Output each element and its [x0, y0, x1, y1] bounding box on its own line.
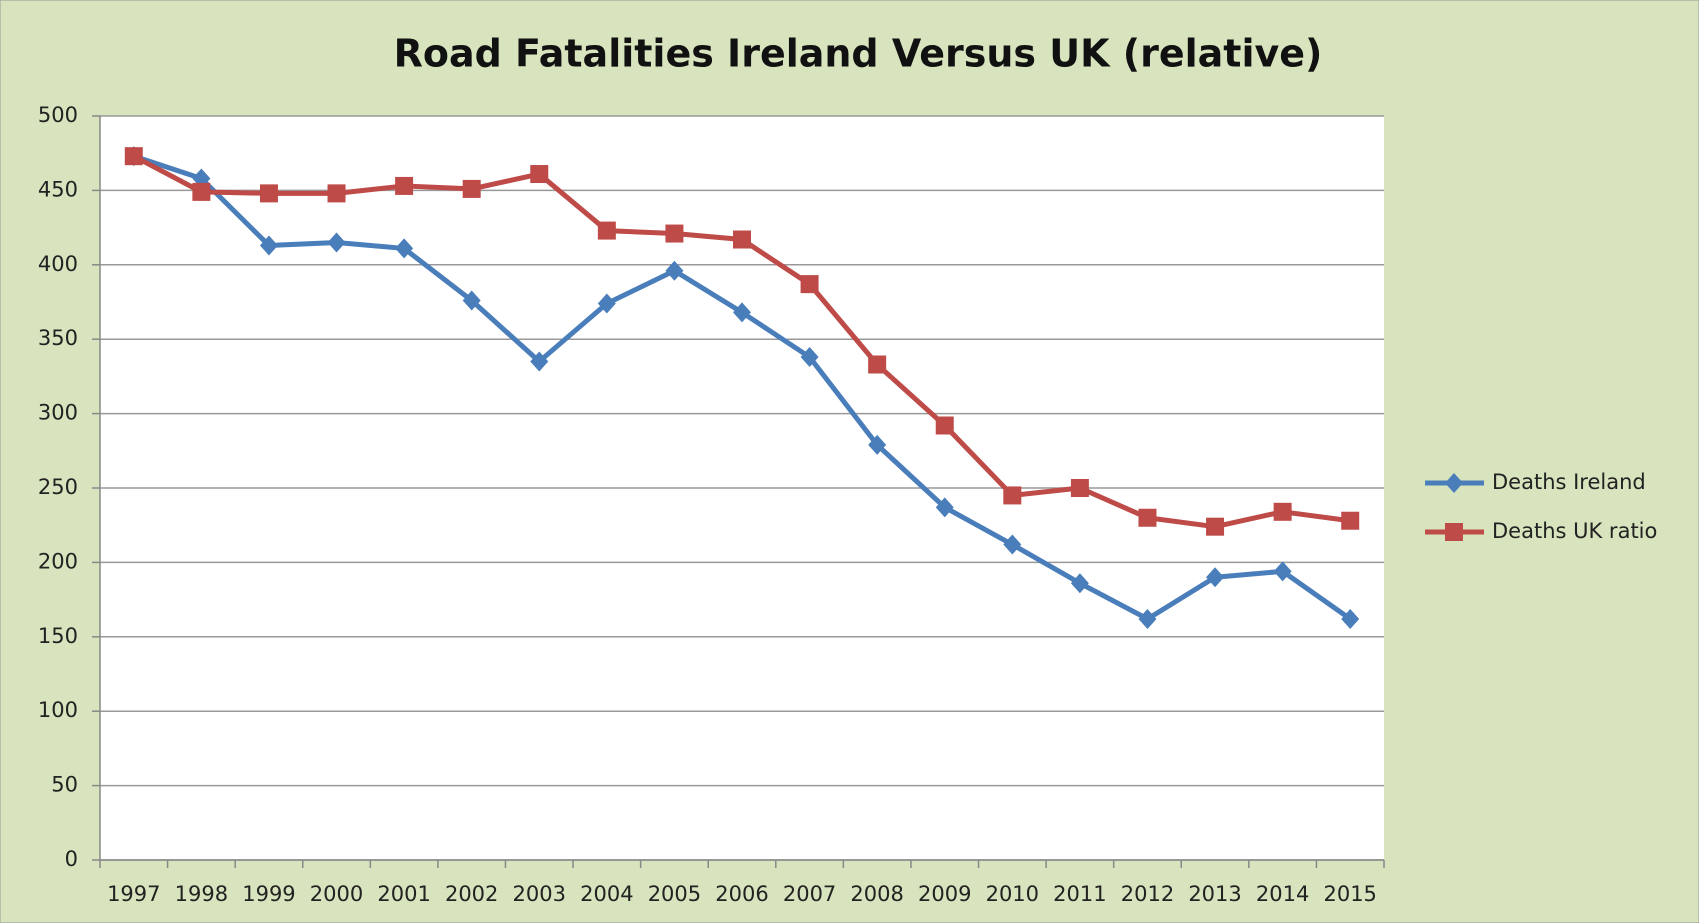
- data-point: [800, 275, 819, 294]
- legend-label: Deaths Ireland: [1492, 470, 1646, 494]
- data-point: [462, 179, 481, 198]
- data-point: [868, 434, 887, 455]
- x-tick-label: 1997: [107, 882, 160, 906]
- data-point: [1003, 534, 1022, 555]
- x-tick-label: 2012: [1121, 882, 1174, 906]
- data-point: [259, 235, 278, 256]
- data-point: [327, 232, 346, 253]
- x-tick-label: 2004: [580, 882, 633, 906]
- x-tick-label: 2008: [850, 882, 903, 906]
- x-tick-label: 2010: [986, 882, 1039, 906]
- y-tick-label: 150: [38, 624, 78, 648]
- data-point: [800, 347, 819, 368]
- y-tick-label: 250: [38, 475, 78, 499]
- data-point: [1070, 573, 1089, 594]
- y-tick-label: 500: [38, 103, 78, 127]
- x-tick-label: 2011: [1053, 882, 1106, 906]
- x-tick-label: 2007: [783, 882, 836, 906]
- data-point: [1273, 502, 1292, 521]
- chart-title: Road Fatalities Ireland Versus UK (relat…: [394, 32, 1323, 76]
- x-tick-label: 2006: [715, 882, 768, 906]
- data-point: [1003, 486, 1022, 505]
- legend-marker: [1445, 523, 1463, 541]
- data-point: [259, 184, 278, 203]
- x-tick-label: 2015: [1323, 882, 1376, 906]
- data-point: [462, 290, 481, 311]
- data-point: [597, 221, 616, 240]
- data-point: [395, 238, 414, 259]
- x-tick-label: 2013: [1188, 882, 1241, 906]
- x-tick-label: 2002: [445, 882, 498, 906]
- data-point: [935, 497, 954, 518]
- data-point: [1138, 508, 1157, 527]
- x-tick-label: 2000: [310, 882, 363, 906]
- x-tick-label: 2009: [918, 882, 971, 906]
- data-point: [1138, 608, 1157, 629]
- data-point: [733, 230, 751, 249]
- data-point: [1273, 561, 1292, 582]
- data-point: [1070, 479, 1089, 497]
- data-point: [733, 302, 751, 323]
- x-tick-label: 1999: [242, 882, 295, 906]
- data-point: [665, 260, 684, 281]
- y-tick-label: 400: [38, 252, 78, 276]
- y-tick-label: 350: [38, 326, 78, 350]
- data-point: [665, 224, 684, 243]
- data-point: [868, 355, 887, 374]
- data-point: [124, 147, 143, 166]
- data-point: [597, 293, 616, 314]
- legend-marker: [1445, 473, 1463, 493]
- y-tick-label: 50: [51, 773, 78, 797]
- data-point: [192, 182, 211, 201]
- data-point: [530, 165, 549, 184]
- data-point: [935, 416, 954, 435]
- data-point: [395, 176, 414, 195]
- y-tick-label: 100: [38, 698, 78, 722]
- data-point: [327, 184, 346, 203]
- y-tick-label: 0: [65, 847, 78, 871]
- y-tick-label: 300: [38, 401, 78, 425]
- x-tick-label: 2001: [377, 882, 430, 906]
- x-tick-label: 2014: [1256, 882, 1309, 906]
- data-point: [1341, 511, 1360, 530]
- data-point: [530, 351, 549, 372]
- data-point: [1206, 567, 1225, 588]
- x-tick-label: 1998: [175, 882, 228, 906]
- x-tick-label: 2005: [648, 882, 701, 906]
- legend-label: Deaths UK ratio: [1492, 519, 1657, 543]
- y-tick-label: 450: [38, 177, 78, 201]
- data-point: [1206, 517, 1225, 536]
- x-tick-label: 2003: [513, 882, 566, 906]
- y-tick-label: 200: [38, 549, 78, 573]
- data-point: [1341, 608, 1360, 629]
